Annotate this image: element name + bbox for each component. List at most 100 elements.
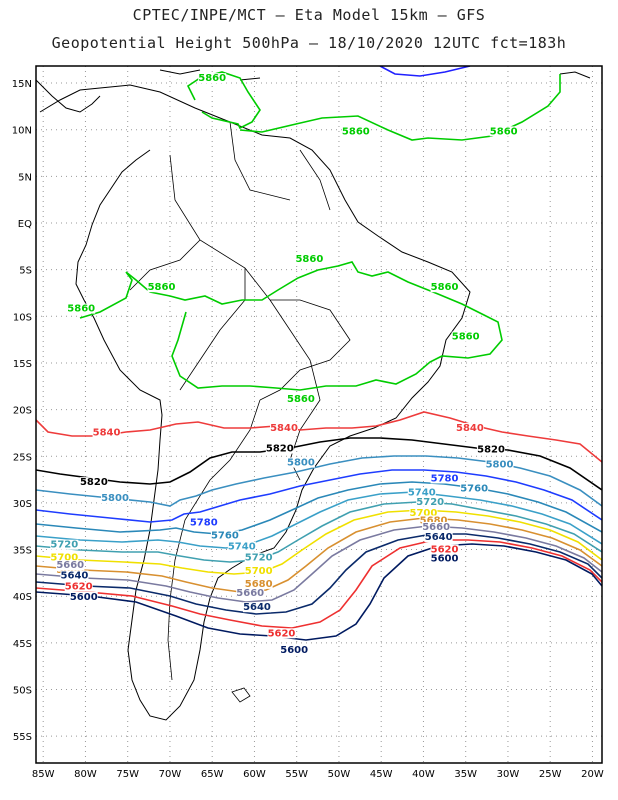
contour-label-bg <box>67 303 96 314</box>
contour-label-bg <box>236 588 265 599</box>
contour-labels: 5860 5860 5860 5860 5860 5860 5860 5860 5860 5840… <box>50 73 518 656</box>
contour-label-bg <box>430 553 459 564</box>
lat-tick-label: 10N <box>12 126 32 137</box>
contour-label-bg <box>416 496 445 507</box>
contour-label: 5860 <box>490 126 518 137</box>
contour-label: 5700 <box>245 566 273 577</box>
contour-label: 5800 <box>287 458 315 469</box>
lon-tick-label: 65W <box>201 769 224 780</box>
contour-5840 <box>36 411 602 463</box>
map-frame <box>35 65 603 764</box>
contour-label: 5700 <box>410 508 438 519</box>
contour-5720 <box>36 501 602 563</box>
lat-tick-label: 55S <box>13 732 32 743</box>
lat-tick-label: 5N <box>18 172 32 183</box>
contour-label: 5720 <box>50 540 78 551</box>
contour-label-bg <box>430 544 459 555</box>
contour-label-bg <box>244 552 273 563</box>
contour-label: 5840 <box>270 423 298 434</box>
contour-label: 5760 <box>211 530 239 541</box>
contour-label: 5660 <box>236 588 264 599</box>
contour-label-bg <box>455 423 484 434</box>
lat-tick-label: EQ <box>18 219 32 230</box>
contour-label: 5680 <box>420 515 448 526</box>
contour-label: 5780 <box>431 473 459 484</box>
contour-label: 5700 <box>50 553 78 564</box>
contour-label-bg <box>477 444 506 455</box>
contour-5700 <box>36 509 602 575</box>
country-borders <box>129 121 351 681</box>
contour-label: 5860 <box>67 304 95 315</box>
contour-label: 5620 <box>431 544 459 555</box>
contour-label: 5600 <box>431 554 459 565</box>
contour-label-bg <box>430 282 459 293</box>
contour-label-bg <box>244 565 273 576</box>
contour-label-bg <box>424 532 453 543</box>
contour-label: 5720 <box>416 497 444 508</box>
contour-label: 5840 <box>456 423 484 434</box>
lat-tick-label: 30S <box>13 499 32 510</box>
contour-label-bg <box>101 493 130 504</box>
contour-label-bg <box>341 126 370 137</box>
contour-5600 <box>36 543 602 641</box>
lon-tick-label: 25W <box>539 769 562 780</box>
falkland-islands <box>231 687 251 703</box>
contour-label-bg <box>210 530 239 541</box>
contour-label: 5600 <box>70 592 98 603</box>
contour-5740 <box>36 491 602 549</box>
contour-label-bg <box>189 517 218 528</box>
contour-5680 <box>36 517 602 593</box>
lat-tick-label: 40S <box>13 592 32 603</box>
contour-5640 <box>36 533 602 615</box>
contour-label: 5740 <box>228 542 256 553</box>
contour-5780 <box>36 469 602 523</box>
contour-label: 5640 <box>61 570 89 581</box>
lon-tick-label: 30W <box>497 769 520 780</box>
contour-5620 <box>36 539 602 629</box>
contour-label: 5660 <box>422 522 450 533</box>
contour-label-bg <box>409 507 438 518</box>
lat-tick-label: 20S <box>13 406 32 417</box>
lon-tick-label: 55W <box>285 769 308 780</box>
contour-label-bg <box>265 443 294 454</box>
lat-tick-label: 45S <box>13 639 32 650</box>
lat-tick-label: 15N <box>12 79 32 90</box>
south-america-coastline <box>39 84 471 721</box>
contour-label: 5800 <box>101 493 129 504</box>
contour-label-bg <box>419 515 448 526</box>
contour-label: 5600 <box>280 645 308 656</box>
contour-label-bg <box>244 578 273 589</box>
lon-tick-label: 50W <box>328 769 351 780</box>
contour-label-bg <box>280 645 309 656</box>
lat-tick-label: 50S <box>13 686 32 697</box>
contour-5760 <box>36 481 602 535</box>
contour-label-bg <box>79 477 108 488</box>
contour-label-bg <box>295 254 324 265</box>
lat-tick-label: 25S <box>13 452 32 463</box>
contour-label: 5840 <box>93 428 121 439</box>
lon-tick-label: 45W <box>370 769 393 780</box>
tick-labels: 15N 10N 5N EQ 5S 10S 15S 20S 25S 30S 35S 40S 45S 50S 5… <box>12 79 604 780</box>
contour-label: 5860 <box>452 332 480 343</box>
contour-label-bg <box>485 459 514 470</box>
contour-label-bg <box>270 423 299 434</box>
contour-label: 5860 <box>431 282 459 293</box>
contour-label-bg <box>451 331 480 342</box>
map-title: CPTEC/INPE/MCT – Eta Model 15km – GFS <box>132 6 486 24</box>
contour-label: 5860 <box>148 282 176 293</box>
contour-label-bg <box>69 591 98 602</box>
lon-tick-label: 35W <box>454 769 477 780</box>
contour-label: 5820 <box>266 444 294 455</box>
contour-label-bg <box>56 560 85 571</box>
contour-label-bg <box>92 427 121 438</box>
contour-label: 5860 <box>342 126 370 137</box>
contour-label-bg <box>50 552 79 563</box>
contour-5880 <box>379 66 471 77</box>
contour-label-bg <box>286 457 315 468</box>
lon-tick-label: 75W <box>116 769 139 780</box>
graticule <box>36 66 602 763</box>
contour-label-bg <box>407 487 436 498</box>
contour-label-bg <box>227 541 256 552</box>
lat-tick-label: 15S <box>13 359 32 370</box>
contour-label: 5820 <box>477 445 505 456</box>
